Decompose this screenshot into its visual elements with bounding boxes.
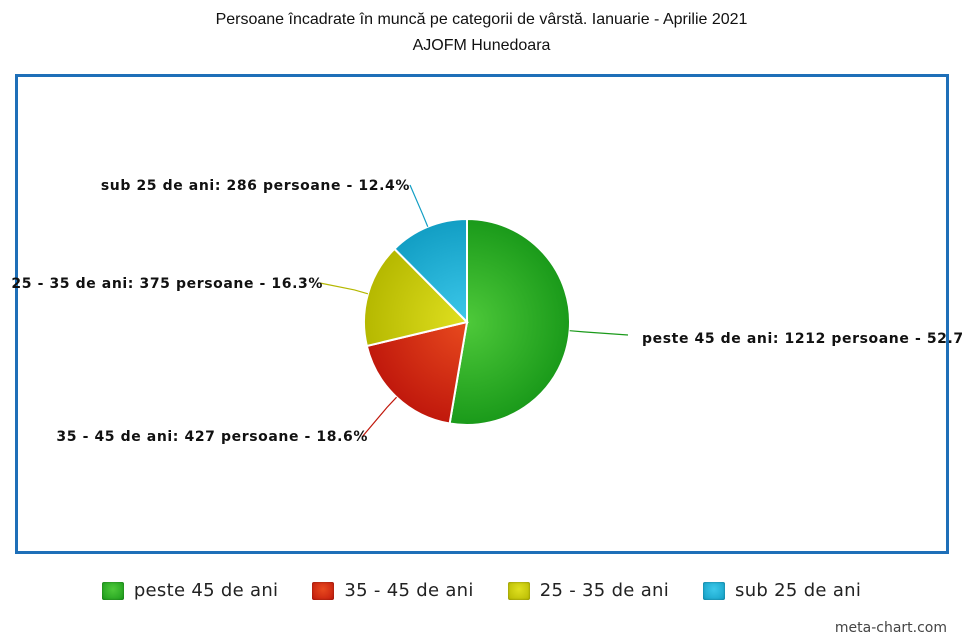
legend-label: peste 45 de ani (133, 580, 279, 601)
legend-item-3[interactable]: 25 - 35 de ani (507, 580, 670, 601)
chart-title: Persoane încadrate în muncă pe categorii… (215, 11, 748, 28)
slice-label-4: sub 25 de ani: 286 persoane - 12.4% (101, 178, 410, 194)
legend: peste 45 de ani 35 - 45 de ani 25 - 35 de … (0, 580, 963, 601)
legend-swatch (703, 581, 726, 600)
pie-slice-3 (363, 247, 469, 348)
plot-frame (15, 74, 949, 554)
legend-item-1[interactable]: peste 45 de ani (101, 580, 279, 601)
legend-label: 25 - 35 de ani (539, 580, 670, 601)
legend-item-4[interactable]: sub 25 de ani (703, 580, 861, 601)
legend-item-2[interactable]: 35 - 45 de ani (312, 580, 473, 601)
legend-swatch (507, 581, 530, 600)
leader-line-3 (319, 282, 369, 295)
legend-label: 35 - 45 de ani (344, 580, 474, 601)
leader-line-1 (569, 330, 629, 336)
legend-label: sub 25 de ani (735, 580, 862, 601)
pie-slice-2 (365, 320, 469, 425)
chart-subtitle: AJOFM Hunedoara (412, 37, 551, 54)
leader-line-4 (409, 184, 429, 227)
slice-label-3: 25 - 35 de ani: 375 persoane - 16.3% (11, 276, 323, 292)
legend-swatch (312, 581, 335, 600)
pie-slice-1 (448, 217, 571, 426)
slice-label-1: peste 45 de ani: 1212 persoane - 52.7% (642, 331, 963, 347)
leader-line-2 (361, 396, 398, 438)
legend-swatch (101, 581, 124, 600)
slice-label-2: 35 - 45 de ani: 427 persoane - 18.6% (56, 429, 368, 445)
pie-chart: peste 45 de ani: 1212 persoane - 52.7% 35… (11, 178, 963, 445)
credit-text: meta-chart.com (834, 620, 947, 636)
